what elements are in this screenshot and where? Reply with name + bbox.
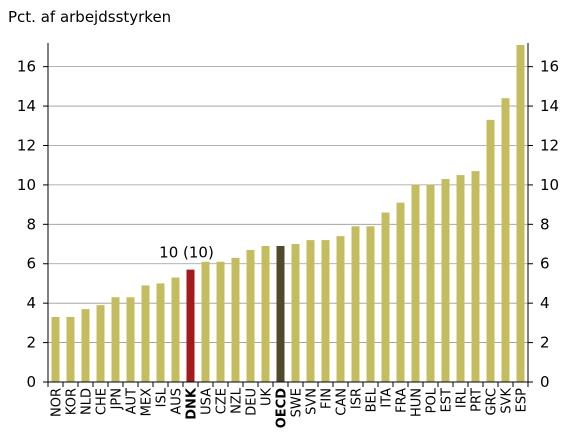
x-tick-label: PRT — [470, 388, 485, 412]
x-tick-label: HUN — [410, 388, 425, 417]
x-tick-label: POL — [425, 387, 440, 413]
x-tick-label: SWE — [290, 388, 305, 417]
bar — [276, 246, 285, 382]
x-tick-label: GRC — [485, 388, 500, 416]
x-tick-label: ESP — [515, 388, 530, 412]
x-tick-label: EST — [440, 388, 455, 412]
bar — [141, 285, 150, 382]
bar — [246, 249, 255, 382]
y-tick-label: 10 — [17, 176, 36, 194]
x-tick-label: BEL — [365, 387, 380, 412]
bar — [186, 269, 195, 382]
x-tick-label: IRL — [455, 387, 470, 408]
bar — [111, 297, 120, 382]
x-tick-label: DEU — [245, 388, 260, 416]
bar — [396, 202, 405, 382]
x-tick-label: OECD — [275, 388, 290, 428]
bar — [426, 184, 435, 382]
x-tick-label: UK — [260, 388, 275, 407]
y2-tick-label: 14 — [540, 97, 559, 115]
x-tick-label: ISR — [350, 388, 365, 409]
axis-title: Pct. af arbejdsstyrken — [8, 8, 171, 26]
x-tick-label: NLD — [80, 388, 95, 415]
y2-tick-label: 8 — [540, 215, 550, 233]
x-tick-label: ISL — [155, 387, 170, 407]
y-tick-label: 8 — [26, 215, 36, 233]
y-tick-label: 2 — [26, 334, 36, 352]
x-tick-label: NOR — [50, 388, 65, 417]
x-tick-label: FRA — [395, 388, 410, 413]
bar — [501, 98, 510, 383]
bar — [381, 212, 390, 382]
x-tick-label: DNK — [185, 387, 200, 420]
x-tick-label: SVN — [305, 388, 320, 415]
bar — [261, 246, 270, 382]
y-tick-label: 12 — [17, 136, 36, 154]
y2-tick-label: 4 — [540, 294, 550, 312]
y-tick-label: 0 — [26, 373, 36, 391]
x-tick-label: USA — [200, 388, 215, 415]
bar — [351, 226, 360, 382]
x-tick-label: MEX — [140, 388, 155, 416]
bar — [306, 240, 315, 382]
bar — [171, 277, 180, 382]
y2-tick-label: 10 — [540, 176, 559, 194]
bar — [231, 257, 240, 382]
x-tick-label: CHE — [95, 388, 110, 415]
y-tick-label: 6 — [26, 255, 36, 273]
bar — [216, 261, 225, 382]
bar — [66, 316, 75, 382]
bar — [336, 236, 345, 382]
y2-tick-label: 6 — [540, 255, 550, 273]
bar — [201, 261, 210, 382]
x-tick-label: CAN — [335, 388, 350, 416]
bar — [441, 178, 450, 382]
bar — [96, 305, 105, 382]
x-tick-label: KOR — [65, 388, 80, 415]
y2-tick-label: 2 — [540, 334, 550, 352]
y-tick-label: 4 — [26, 294, 36, 312]
x-tick-label: CZE — [215, 388, 230, 414]
bar — [81, 309, 90, 382]
bar — [51, 316, 60, 382]
y-tick-label: 16 — [17, 58, 36, 76]
bar — [366, 226, 375, 382]
bar — [411, 184, 420, 382]
x-tick-label: AUT — [125, 388, 140, 414]
y2-tick-label: 16 — [540, 58, 559, 76]
y2-tick-label: 0 — [540, 373, 550, 391]
x-tick-label: AUS — [170, 388, 185, 415]
x-tick-label: ITA — [380, 388, 395, 408]
bar — [516, 44, 525, 382]
bar — [156, 283, 165, 382]
y2-tick-label: 12 — [540, 136, 559, 154]
x-tick-label: NZL — [230, 387, 245, 414]
bar — [321, 240, 330, 382]
bar — [471, 171, 480, 382]
bar — [456, 175, 465, 382]
bar — [126, 297, 135, 382]
x-tick-label: JPN — [110, 388, 125, 410]
x-tick-label: SVK — [500, 388, 515, 414]
y-tick-label: 14 — [17, 97, 36, 115]
annotation: 10 (10) — [159, 244, 214, 262]
x-tick-label: FIN — [320, 388, 335, 409]
bar — [291, 244, 300, 382]
bar — [486, 119, 495, 383]
